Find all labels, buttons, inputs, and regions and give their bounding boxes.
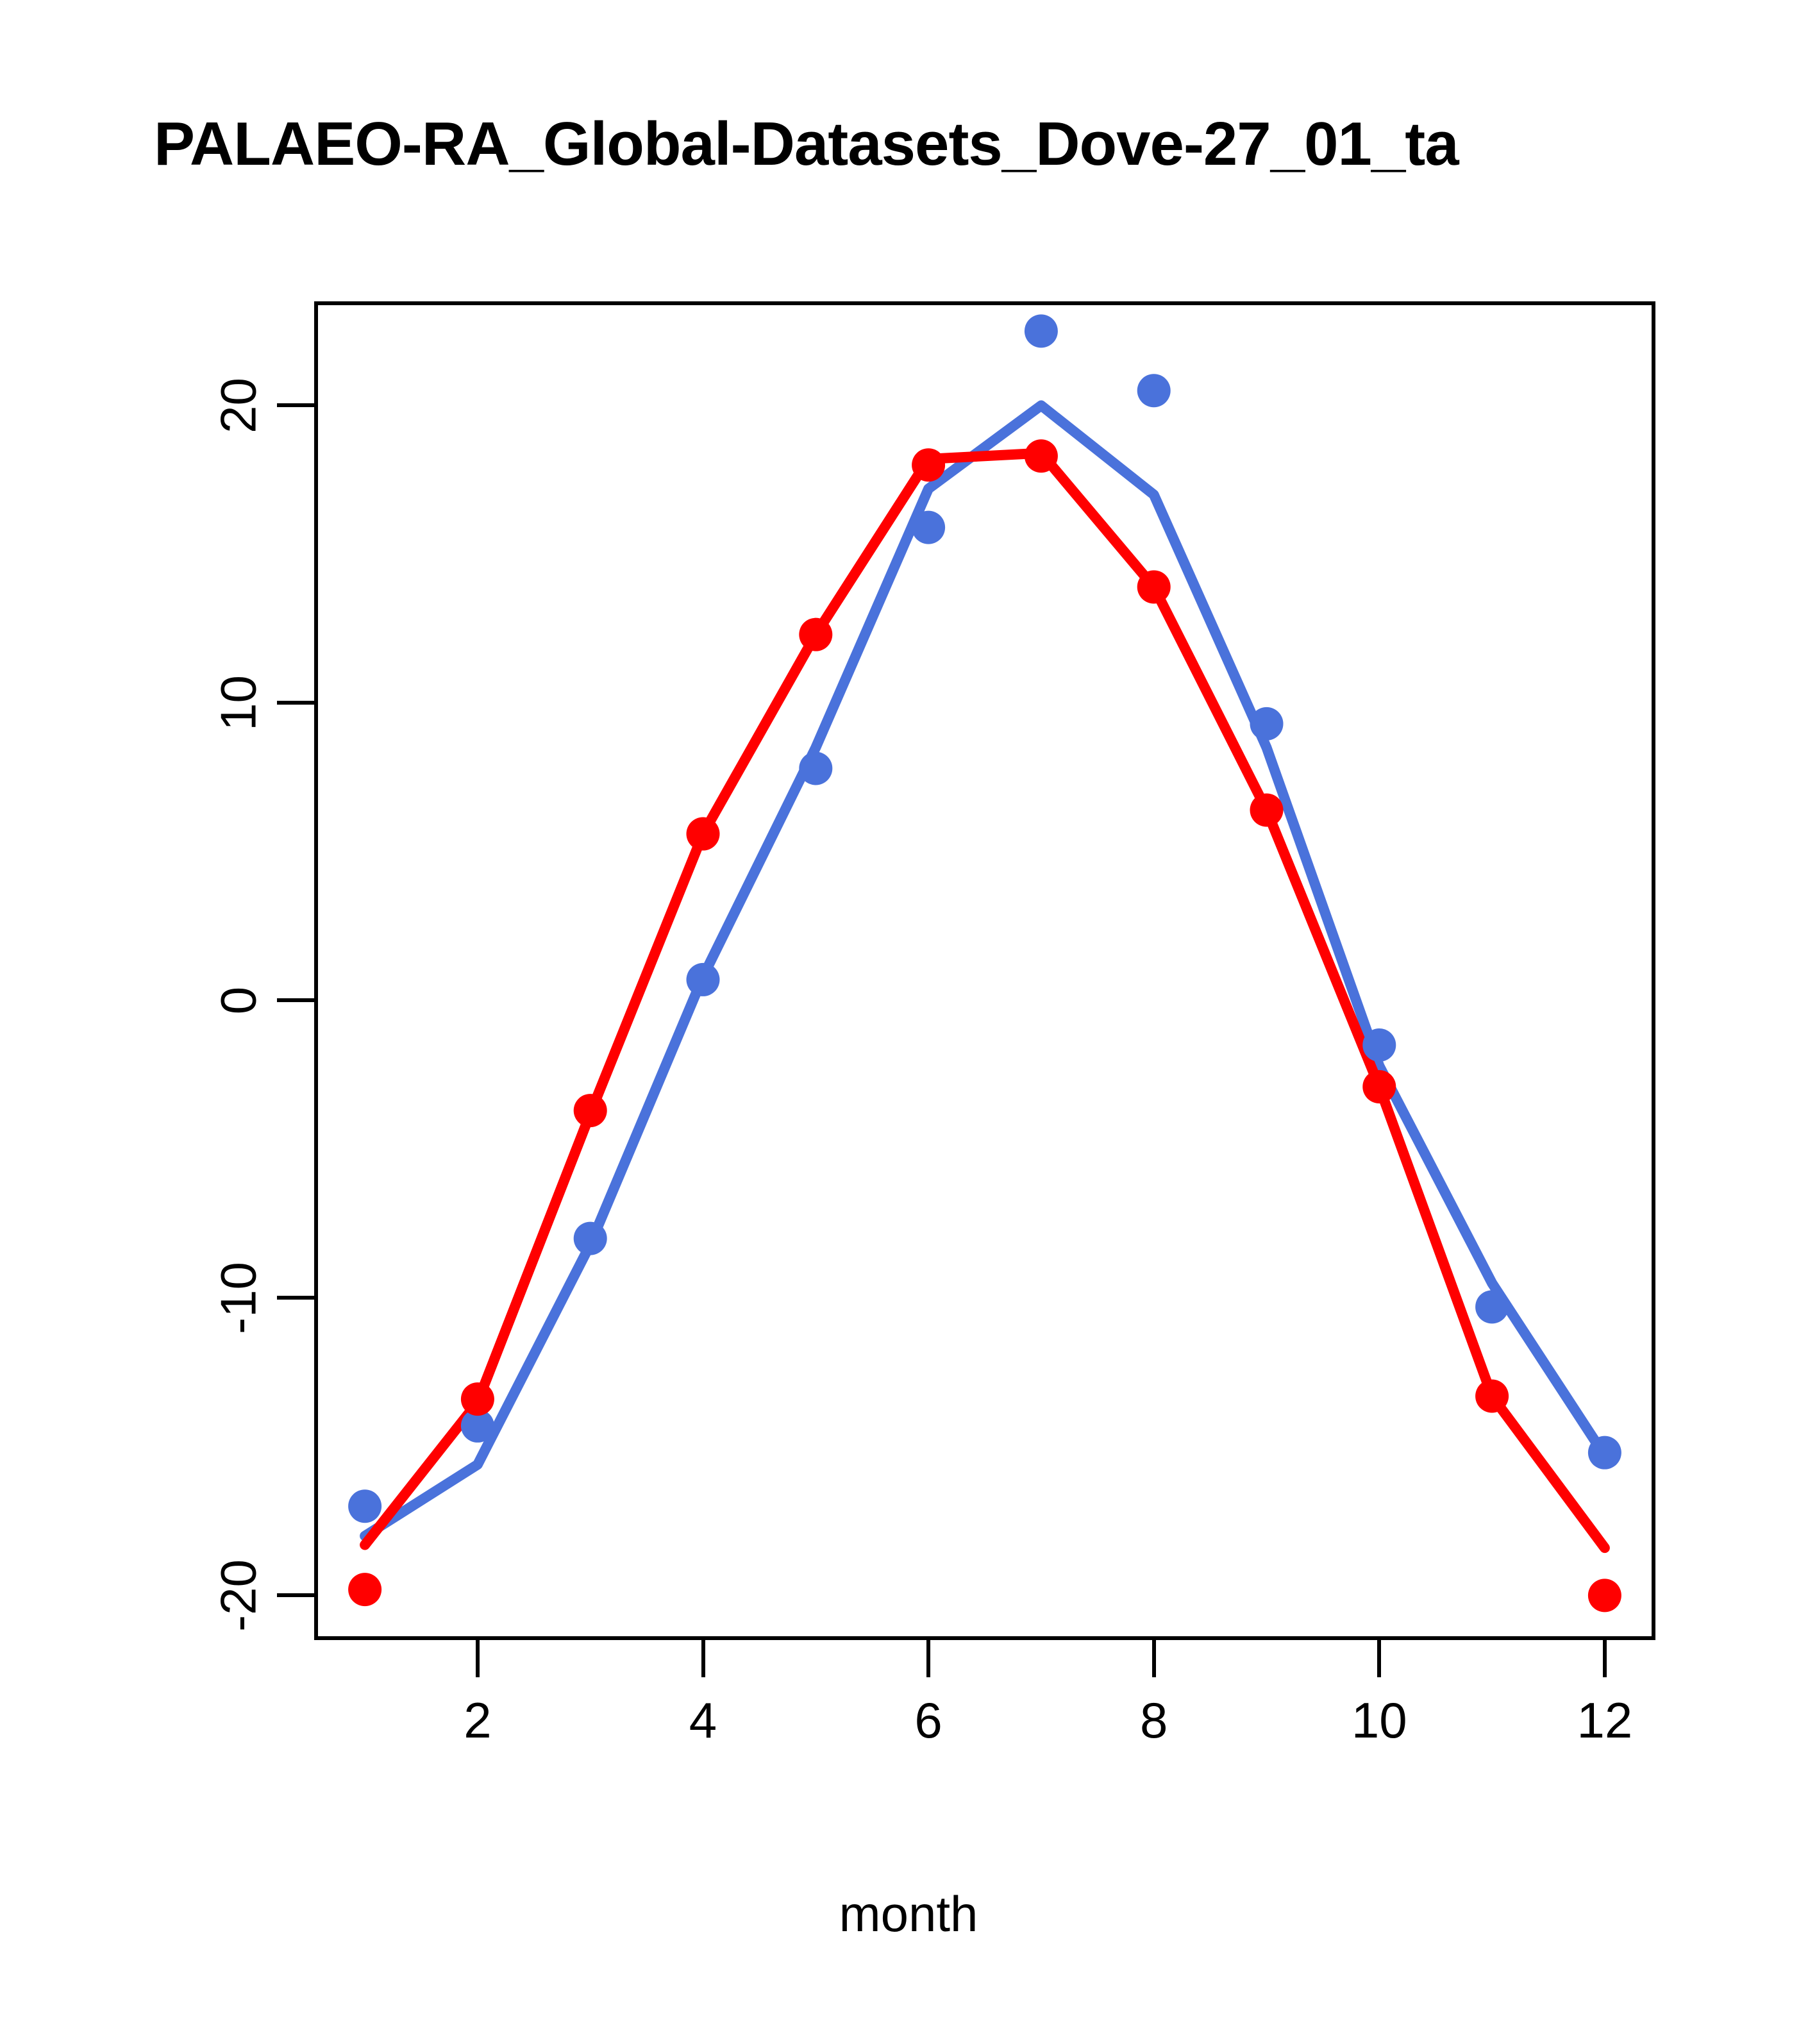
data-point: [1137, 374, 1171, 408]
y-tick-label: -20: [210, 1559, 267, 1632]
data-point: [1024, 314, 1058, 348]
data-point: [573, 1221, 607, 1255]
x-tick-label: 4: [689, 1692, 717, 1748]
x-tick-label: 10: [1351, 1692, 1407, 1748]
y-tick-label: 10: [210, 675, 267, 732]
data-point: [348, 1489, 382, 1523]
data-point: [799, 751, 833, 785]
x-tick-label: 2: [464, 1692, 492, 1748]
y-tick-mark: [277, 403, 314, 408]
plot-frame: [314, 301, 1655, 1640]
x-tick-mark: [926, 1640, 931, 1677]
x-tick-mark: [1377, 1640, 1382, 1677]
data-point: [348, 1573, 382, 1607]
data-point: [460, 1382, 494, 1416]
data-point: [1362, 1028, 1396, 1062]
data-point: [799, 617, 833, 651]
x-tick-mark: [1151, 1640, 1156, 1677]
series-line-red-line: [360, 448, 1610, 1554]
data-point: [1250, 707, 1284, 741]
data-point: [1250, 793, 1284, 827]
x-tick-mark: [701, 1640, 705, 1677]
data-point: [912, 510, 946, 544]
page-title: PALAEO-RA_Global-Datasets_Dove-27_01_ta: [154, 110, 1459, 178]
data-point: [1137, 570, 1171, 604]
data-point: [1024, 439, 1058, 473]
data-point: [1587, 1436, 1621, 1470]
x-tick-mark: [475, 1640, 480, 1677]
series-line-blue-line: [360, 400, 1610, 1541]
data-point: [686, 962, 720, 996]
data-point: [686, 817, 720, 851]
y-tick-label: -10: [210, 1262, 267, 1335]
data-point: [1475, 1290, 1509, 1324]
x-tick-mark: [1602, 1640, 1607, 1677]
x-tick-label: 12: [1577, 1692, 1633, 1748]
y-tick-mark: [277, 998, 314, 1003]
plot-canvas: [348, 314, 1621, 1613]
y-tick-mark: [277, 1593, 314, 1598]
data-point: [1475, 1379, 1509, 1413]
data-point: [1587, 1579, 1621, 1613]
x-tick-label: 8: [1139, 1692, 1168, 1748]
y-tick-mark: [277, 1296, 314, 1300]
y-tick-label: 0: [210, 987, 267, 1015]
x-tick-label: 6: [914, 1692, 942, 1748]
plot-area: [314, 301, 1655, 1640]
y-tick-label: 20: [210, 378, 267, 434]
y-tick-mark: [277, 701, 314, 705]
data-point: [912, 448, 946, 482]
data-point: [460, 1409, 494, 1443]
x-axis-title: month: [839, 1886, 978, 1942]
data-point: [573, 1094, 607, 1128]
data-point: [1362, 1069, 1396, 1103]
